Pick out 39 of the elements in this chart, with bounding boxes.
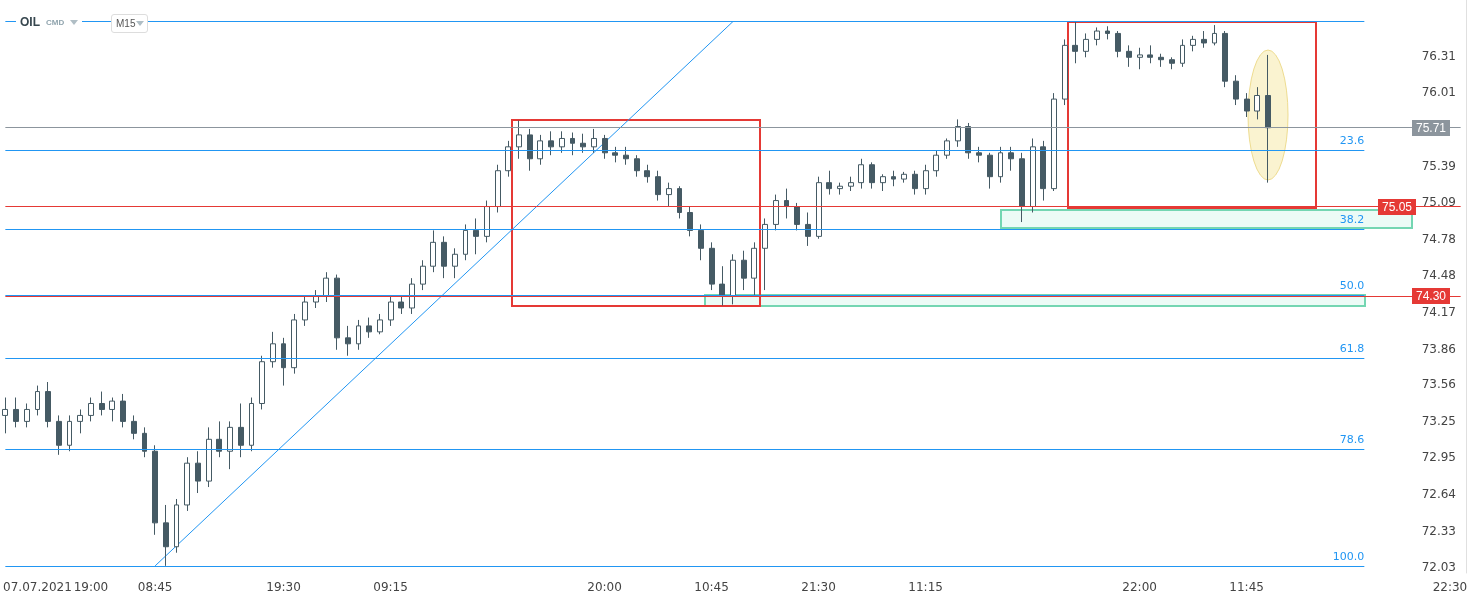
x-tick-label: 22:30 [1432, 580, 1468, 594]
x-tick-label: 21:30 [801, 580, 836, 594]
y-tick-label: 74.78 [1421, 231, 1456, 246]
dropdown-field: M15 [111, 14, 149, 33]
x-tick-label: 20:00 [587, 580, 622, 594]
y-tick-label: 76.31 [1421, 49, 1456, 64]
annotation: 61.8 [1339, 342, 1365, 356]
y-tick-label: 72.64 [1421, 487, 1456, 502]
annotation: 38.2 [1339, 213, 1365, 227]
x-tick-label: 08:45 [137, 580, 173, 594]
x-tick-label: 19:00 [73, 580, 109, 594]
text: CMD [46, 17, 65, 27]
y-tick-label: 74.48 [1421, 267, 1456, 282]
annotation: 23.6 [1339, 134, 1365, 148]
annotation: M15 [116, 18, 136, 29]
ref-line-label: 74.30 [1412, 288, 1451, 305]
annotation: 78.6 [1339, 432, 1365, 446]
ref-line-label: 75.71 [1412, 119, 1451, 136]
x-tick-label: 19:30 [266, 580, 301, 594]
x-tick-label: 07.07.2021 [3, 580, 72, 594]
y-tick-label: 73.25 [1421, 414, 1456, 429]
x-tick-label: 11:15 [908, 580, 943, 594]
text: OIL [20, 15, 40, 29]
x-tick-label: 22:00 [1122, 580, 1157, 594]
y-tick-label: 75.09 [1421, 194, 1456, 209]
annotation: 100.0 [1332, 549, 1365, 563]
x-tick-label: 09:15 [373, 580, 408, 594]
x-tick-label: 11:45 [1229, 580, 1264, 594]
y-tick-label: 72.03 [1421, 560, 1456, 575]
y-tick-label: 75.39 [1421, 158, 1456, 173]
y-tick-label: 72.95 [1421, 450, 1456, 465]
annotation: 50.0 [1339, 278, 1365, 292]
x-tick-label: 10:45 [694, 580, 729, 594]
y-tick-label: 74.17 [1421, 304, 1456, 319]
y-tick-label: 76.01 [1421, 84, 1456, 99]
y-tick-label: 72.33 [1421, 524, 1456, 539]
y-tick-label: 73.86 [1421, 341, 1456, 356]
y-tick-label: 73.56 [1421, 377, 1456, 392]
ref-line-label: 75.05 [1378, 198, 1417, 215]
